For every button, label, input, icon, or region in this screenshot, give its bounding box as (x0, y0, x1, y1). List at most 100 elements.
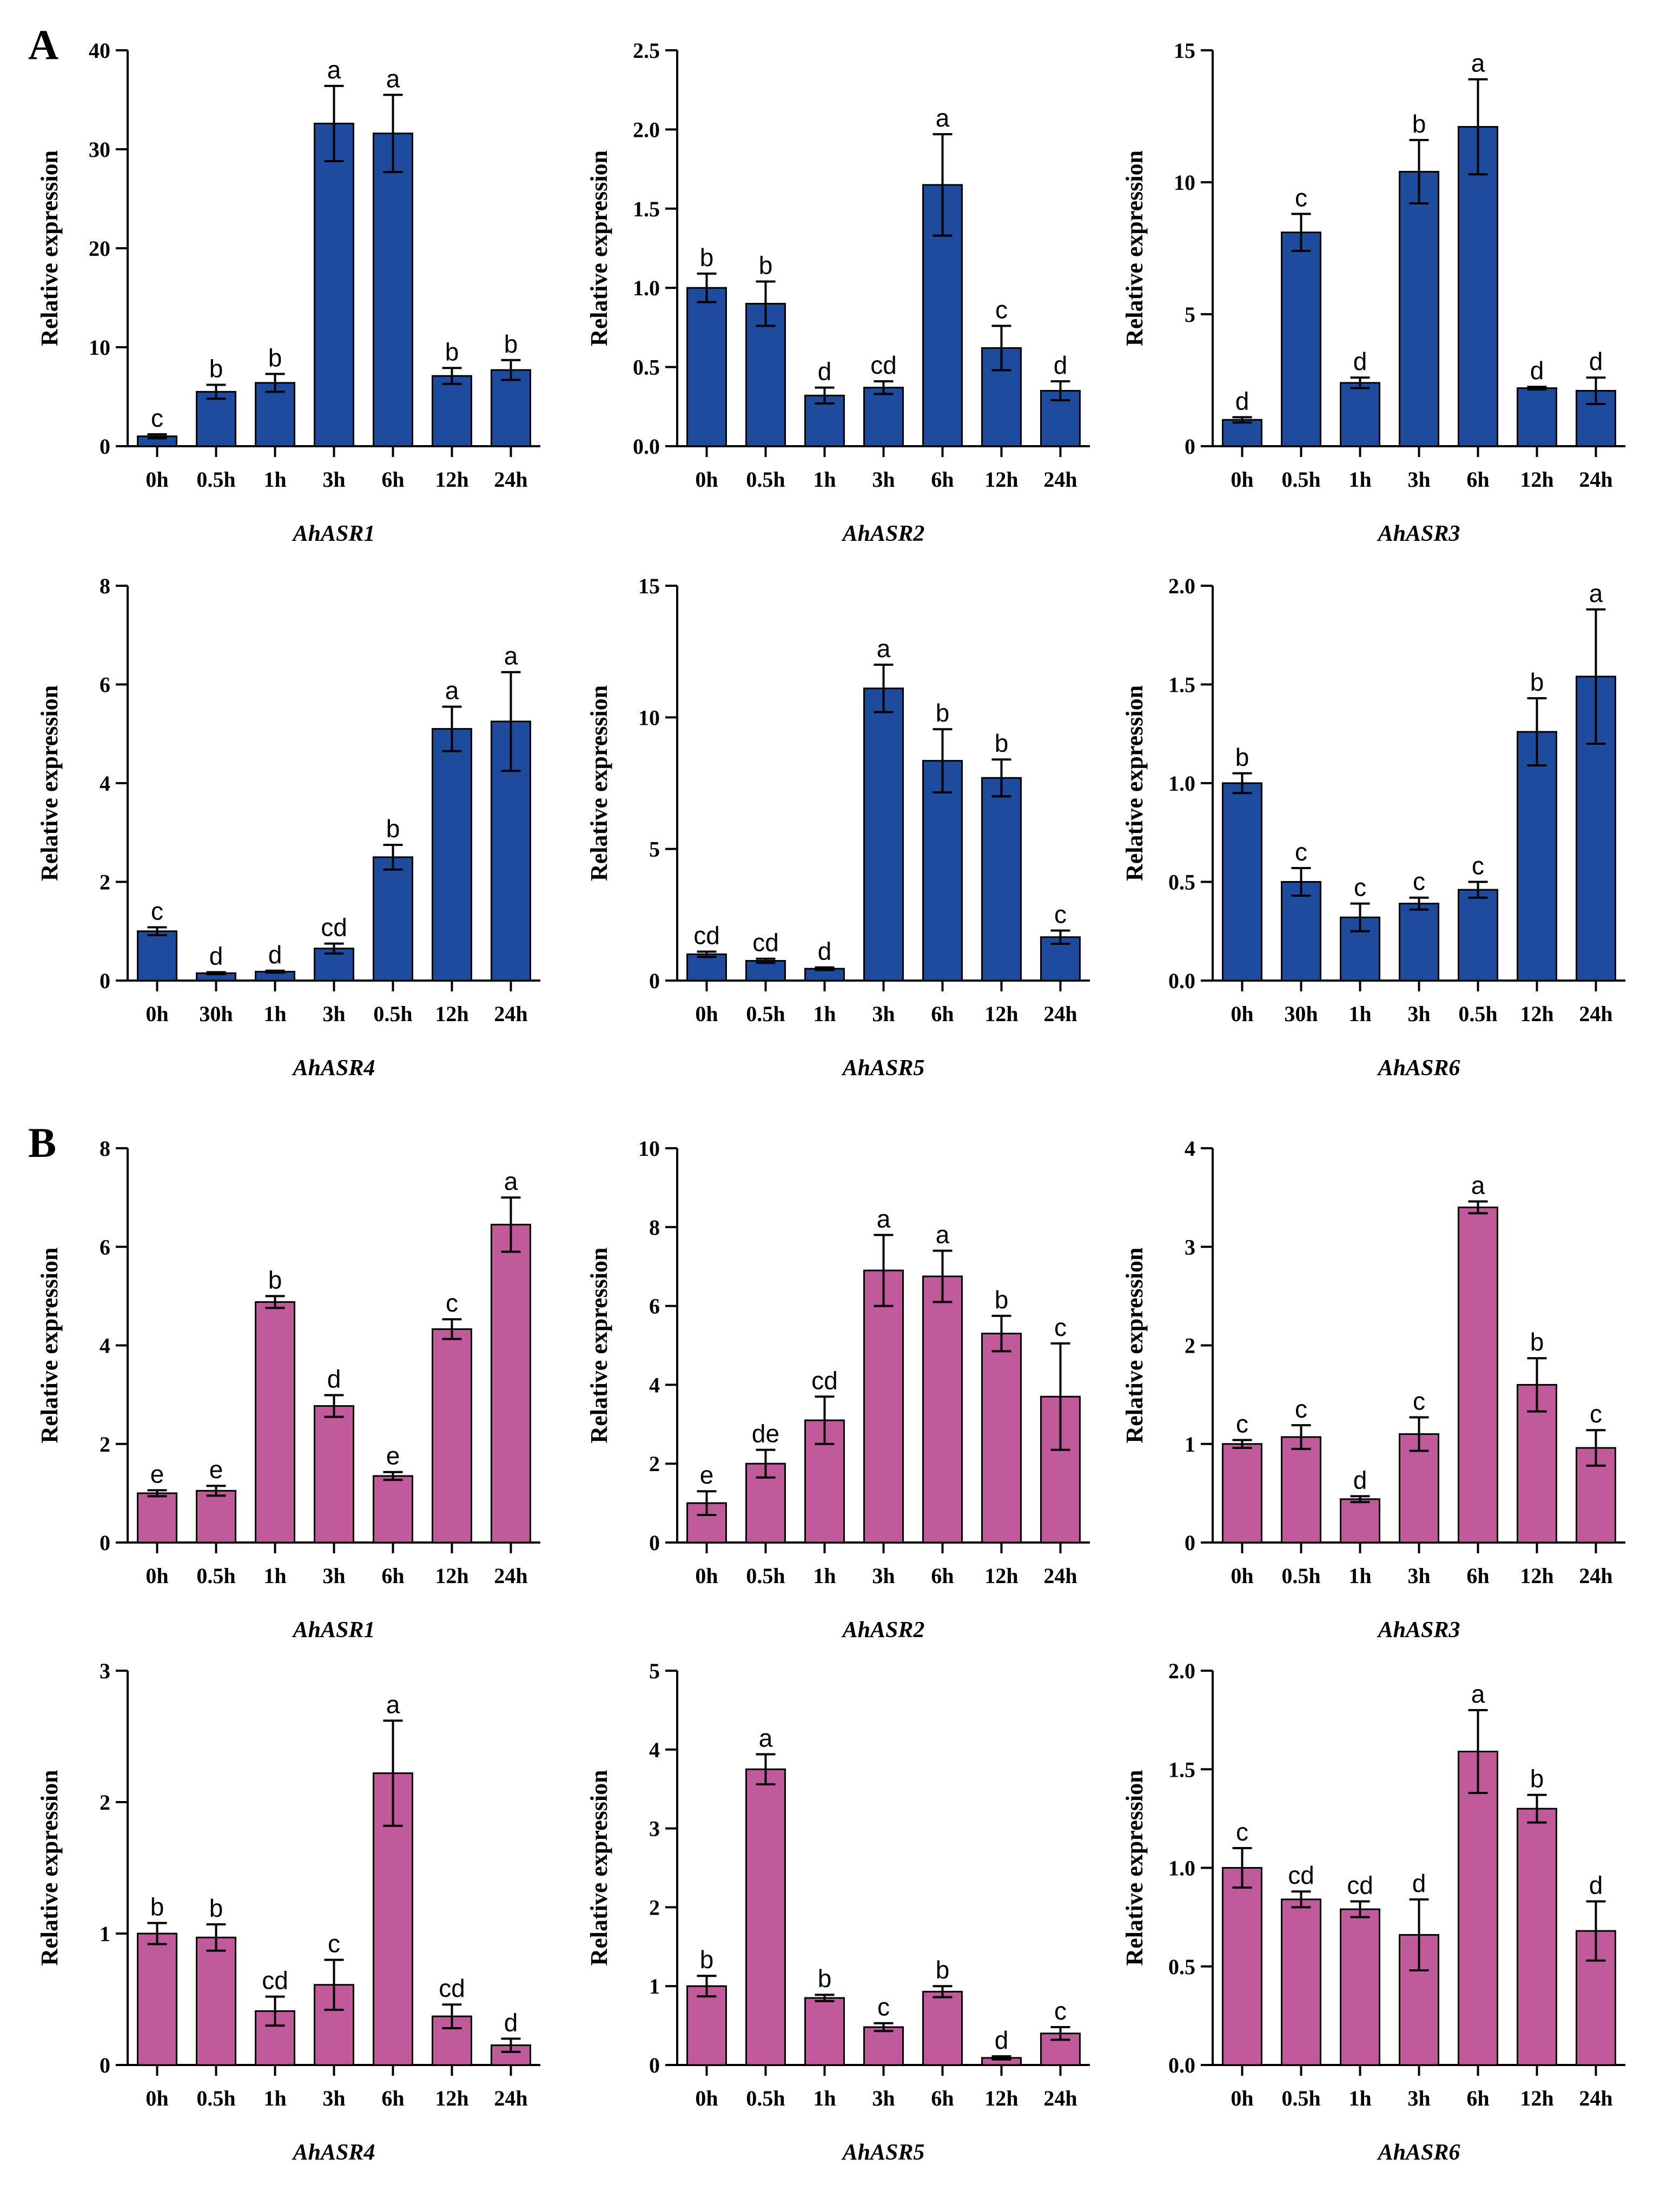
x-tick-label: 0.5h (196, 2086, 235, 2110)
bar (1399, 1433, 1439, 1544)
significance-letter: b (1530, 668, 1544, 696)
significance-letter: e (700, 1461, 714, 1489)
y-tick-label: 0 (649, 1531, 660, 1555)
y-tick-label: 15 (638, 574, 660, 598)
chart-title: AhASR1 (292, 1618, 375, 1643)
significance-letter: b (386, 815, 400, 843)
significance-letter: cd (262, 1967, 288, 1995)
x-tick-label: 0.5h (1281, 2086, 1320, 2110)
x-tick-label: 12h (1520, 1564, 1553, 1588)
significance-letter: d (1589, 347, 1603, 375)
y-tick-label: 0 (1185, 1531, 1195, 1555)
chart-b-ahasr1: 0 2 4 6 8 Relative expression e 0h e 0.5h b 1h d 3h e 6… (36, 1136, 540, 1643)
y-tick-label: 10 (638, 1136, 660, 1161)
x-tick-label: 0h (695, 2086, 718, 2110)
significance-letter: c (1236, 1409, 1248, 1438)
x-tick-label: 24h (494, 2086, 527, 2110)
significance-letter: d (327, 1365, 341, 1393)
x-tick-label: 0.5h (746, 2086, 785, 2110)
significance-letter: a (936, 1221, 950, 1249)
significance-letter: cd (752, 929, 779, 957)
bar (314, 122, 354, 447)
chart-a-ahasr3: 0 5 10 15 Relative expression d 0h c 0.5h d 1h b 3h a… (1121, 38, 1625, 546)
y-tick-label: 2 (649, 1895, 660, 1919)
significance-letter: b (995, 729, 1009, 757)
significance-letter: d (1353, 1466, 1367, 1494)
x-tick-label: 6h (1466, 1564, 1489, 1588)
bar (373, 856, 413, 982)
bar (863, 1269, 904, 1544)
bar (373, 1475, 413, 1544)
x-tick-label: 30h (1284, 1002, 1318, 1026)
x-tick-label: 3h (1407, 467, 1430, 492)
significance-letter: d (1412, 1869, 1426, 1897)
x-tick-label: 3h (872, 467, 895, 492)
y-tick-label: 4 (1185, 1136, 1195, 1161)
x-tick-label: 12h (984, 1002, 1018, 1026)
x-tick-label: 6h (931, 2086, 954, 2110)
y-tick-label: 8 (649, 1215, 660, 1240)
significance-letter: c (1295, 1395, 1307, 1423)
bar (1222, 1443, 1262, 1544)
x-tick-label: 1h (263, 1002, 286, 1026)
significance-letter: c (1472, 852, 1484, 880)
x-tick-label: 24h (494, 1002, 527, 1026)
x-tick-label: 12h (435, 467, 468, 492)
y-tick-label: 0 (649, 969, 660, 993)
chart-a-ahasr4: 0 2 4 6 8 Relative expression c 0h d 30h d 1h cd 3h b 0… (36, 574, 540, 1081)
y-tick-label: 0.5 (1168, 870, 1195, 895)
significance-letter: c (995, 295, 1008, 323)
y-tick-label: 1.5 (633, 197, 660, 221)
bar (1458, 126, 1498, 447)
y-tick-label: 0.0 (1168, 969, 1195, 993)
x-tick-label: 6h (1466, 467, 1489, 492)
significance-letter: c (1236, 1818, 1248, 1846)
significance-letter: b (1412, 110, 1426, 138)
bar (1517, 731, 1557, 982)
chart-title: AhASR5 (841, 2140, 925, 2165)
significance-letter: b (1235, 743, 1249, 771)
bar (686, 1985, 727, 2066)
x-tick-label: 24h (1579, 2086, 1612, 2110)
y-axis-title: Relative expression (586, 150, 612, 346)
y-axis-title: Relative expression (36, 685, 63, 881)
x-tick-label: 0.5h (196, 467, 235, 492)
x-tick-label: 3h (872, 2086, 895, 2110)
x-tick-label: 24h (1579, 467, 1612, 492)
x-tick-label: 6h (381, 1564, 404, 1588)
bar (863, 2026, 904, 2066)
x-tick-label: 24h (1043, 2086, 1077, 2110)
bar (745, 1768, 786, 2066)
significance-letter: a (1471, 49, 1485, 77)
significance-letter: b (1530, 1765, 1544, 1793)
bar (1340, 1908, 1380, 2066)
y-tick-label: 1 (1185, 1432, 1195, 1457)
significance-letter: b (445, 337, 459, 366)
x-tick-label: 3h (1407, 1564, 1430, 1588)
significance-letter: b (268, 343, 282, 372)
x-tick-label: 24h (494, 467, 527, 492)
x-tick-label: 1h (1348, 1002, 1371, 1026)
x-tick-label: 12h (984, 467, 1018, 492)
y-tick-label: 0 (100, 969, 110, 993)
significance-letter: e (386, 1442, 400, 1470)
significance-letter: d (209, 942, 223, 970)
x-tick-label: 0.5h (1281, 467, 1320, 492)
significance-letter: cd (321, 914, 347, 942)
significance-letter: a (877, 1204, 891, 1233)
x-tick-label: 6h (1466, 2086, 1489, 2110)
significance-letter: b (818, 1964, 832, 1993)
x-tick-label: 1h (263, 1564, 286, 1588)
y-tick-label: 1.0 (1168, 1856, 1195, 1881)
significance-letter: c (1413, 868, 1425, 896)
y-tick-label: 15 (1174, 38, 1195, 63)
y-tick-label: 2 (100, 870, 110, 895)
y-tick-label: 1 (649, 1974, 660, 1998)
significance-letter: a (936, 104, 950, 132)
bar (196, 390, 236, 447)
x-tick-label: 6h (931, 1002, 954, 1026)
significance-letter: b (268, 1266, 282, 1294)
chart-b-ahasr4: 0 1 2 3 Relative expression b 0h b 0.5h cd 1h c 3h a 6… (36, 1659, 540, 2165)
y-tick-label: 2.0 (633, 117, 660, 142)
